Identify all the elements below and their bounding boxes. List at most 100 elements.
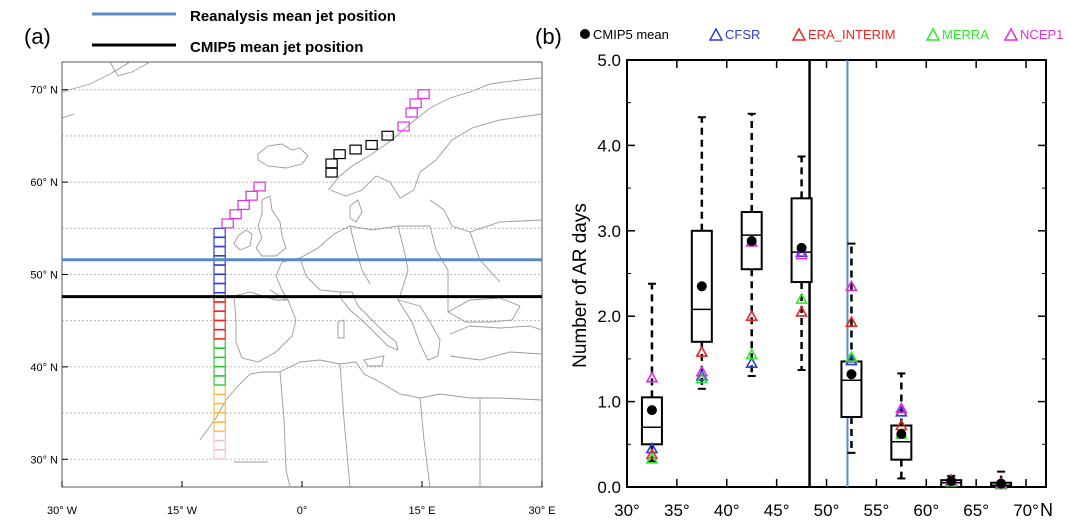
x-axis-label: N [1040,500,1053,520]
panel-b-legend: CMIP5 mean CFSR ERA_INTERIM MERRA NCEP1 [580,27,1063,42]
marker-cfsr [845,353,858,366]
map-lon-ticks: 30° W 15° W 0° 15° E 30° E [47,481,556,517]
marker-era-interim [845,315,858,327]
marker-ncep1 [795,248,808,260]
legend-reanalysis-label: Reanalysis mean jet position [190,8,396,25]
lon-tick-label: 15° W [167,505,198,517]
x-tick-label: 70° [1013,501,1039,520]
marker-ncep1 [894,401,908,414]
lat-tick-label: 30° N [30,454,58,466]
box-item [890,372,913,480]
cmip5-mean-dot [946,476,957,487]
x-tick-label: 30° [614,501,640,520]
ar-grid-box [213,227,226,238]
y-axis-label: Number of AR days [570,203,591,368]
cmip5-mean-dot [746,236,757,247]
box-item [840,242,863,454]
ar-grid-box [333,149,346,160]
lat-tick-label: 70° N [30,85,58,97]
box-series [640,112,1013,489]
marker-merra [845,350,858,362]
legend-cmip5-label: CMIP5 mean jet position [190,39,363,56]
y-tick-label: 4.0 [597,136,621,155]
plot-frame [626,59,1047,488]
legend-ncep1-marker [1003,27,1019,41]
marker-cfsr [745,356,759,368]
legend-era-interim-marker [791,27,807,41]
y-tick-label: 1.0 [597,393,621,412]
cmip5-mean-markers [646,236,1007,489]
legend-merra-marker [925,27,941,41]
marker-era-interim [645,447,659,460]
legend-merra-label: MERRA [942,27,989,42]
marker-cfsr [894,405,908,417]
lat-tick-label: 50° N [30,270,58,282]
x-tick-label: 40° [714,501,740,520]
box-iqr [790,197,813,284]
x-tick-label: 55° [864,501,890,520]
panel-b-label: (b) [535,24,562,49]
box-item [640,282,663,463]
ar-grid-box [365,139,378,150]
marker-era-interim [745,309,759,321]
map-panel: 70° N 60° N 50° N 40° N 30° N 30° W 15° W 0° 15… [30,61,556,517]
y-tick-label: 2.0 [597,307,621,326]
ar-grid-box [417,89,430,100]
panel-a-legend: Reanalysis mean jet position CMIP5 mean … [92,8,396,56]
marker-ncep1 [845,279,858,292]
panel-a-label: (a) [24,24,51,49]
x-tick-label: 35° [664,501,690,520]
ar-grid-box [381,130,394,141]
y-axis-ticks: 0.0 1.0 2.0 3.0 4.0 5.0 [597,51,1046,497]
map-gridlines [62,89,542,460]
ar-grid-box [253,181,266,192]
ar-grid-box [245,190,258,201]
cmip5-mean-dot [796,242,807,253]
marker-ncep1 [645,371,659,383]
lon-tick-label: 30° W [47,505,78,517]
lon-tick-label: 30° E [528,505,555,517]
legend-cfsr-marker [708,27,724,41]
ar-grid-box [409,98,422,109]
lat-tick-label: 60° N [30,177,58,189]
ar-grid-box [349,144,362,155]
cmip5-mean-dot [846,369,857,380]
y-tick-label: 3.0 [597,222,621,241]
marker-merra [795,292,808,304]
box-iqr [640,396,663,446]
lat-tick-label: 40° N [30,362,58,374]
legend-cmip5-mean-marker [580,29,590,39]
box-item [790,155,813,372]
box-plot: 0.0 1.0 2.0 3.0 4.0 5.0 30° 35° 40° 45° 50° 55° 60°… [570,51,1053,520]
x-tick-label: 50° [814,501,840,520]
ar-grid-box [325,158,338,169]
cmip5-mean-dot [696,281,707,292]
legend-cfsr-label: CFSR [725,27,760,42]
y-tick-label: 0.0 [597,478,621,497]
marker-merra [695,371,709,384]
legend-cmip5-mean-label: CMIP5 mean [593,27,669,42]
cmip5-mean-dot [896,429,907,440]
x-axis-ticks: 30° 35° 40° 45° 50° 55° 60° 65° 70° [614,60,1039,520]
map-lat-ticks: 70° N 60° N 50° N 40° N 30° N [30,85,68,466]
ar-grid-box [397,121,410,132]
marker-merra [745,347,759,360]
x-tick-label: 45° [764,501,790,520]
marker-ncep1 [695,365,709,377]
ar-grid-box [229,209,242,220]
y-tick-label: 5.0 [597,51,621,70]
cmip5-mean-dot [646,405,657,416]
lon-tick-label: 0° [297,505,308,517]
cmip5-mean-dot [996,478,1007,489]
lon-tick-label: 15° E [408,505,435,517]
legend-ncep1-label: NCEP1 [1020,27,1063,42]
marker-merra [645,452,659,464]
marker-era-interim [695,345,709,357]
x-tick-label: 60° [913,501,939,520]
ar-grid-box [237,199,250,210]
legend-era-interim-label: ERA_INTERIM [808,27,895,42]
marker-era-interim [795,305,808,317]
ar-grid-box [221,218,234,229]
x-tick-label: 65° [963,501,989,520]
